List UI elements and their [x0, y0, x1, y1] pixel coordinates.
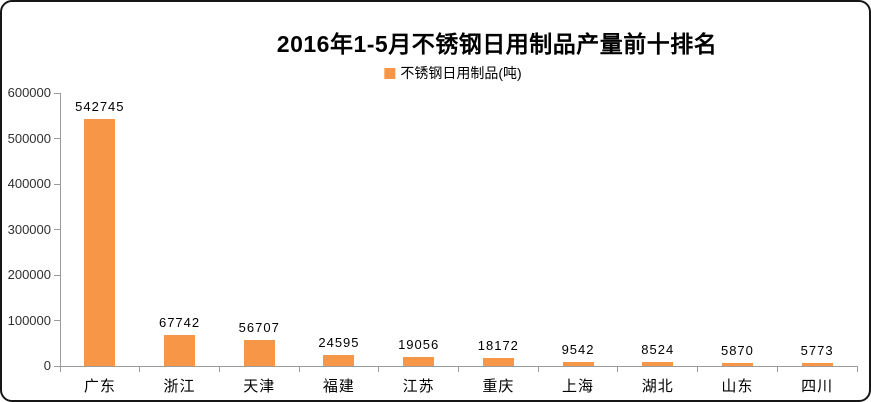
chart-title: 2016年1-5月不锈钢日用制品产量前十排名	[276, 31, 718, 57]
x-axis-tick-mark	[458, 366, 459, 372]
category-label-重庆: 重庆	[482, 378, 515, 395]
value-label-天津: 56707	[238, 320, 280, 336]
category-label-浙江: 浙江	[163, 378, 196, 395]
x-axis-tick-mark	[378, 366, 380, 372]
y-axis-tick-mark	[54, 365, 60, 367]
y-axis-tick-mark	[54, 274, 60, 276]
category-label-福建: 福建	[322, 378, 355, 395]
category-label-天津: 天津	[243, 378, 276, 395]
category-label-上海: 上海	[562, 378, 595, 395]
bar-上海	[562, 361, 594, 366]
category-label-四川: 四川	[801, 378, 834, 395]
value-label-广东: 542745	[75, 99, 125, 115]
category-label-山东: 山东	[721, 378, 754, 395]
x-axis-tick-mark	[776, 366, 778, 372]
legend-label: 不锈钢日用制品(吨)	[400, 65, 522, 81]
value-label-福建: 24595	[318, 334, 360, 350]
y-axis-tick-label: 0	[43, 358, 51, 373]
x-axis-tick-mark	[856, 366, 858, 372]
x-axis-tick-mark	[697, 366, 699, 372]
bar-湖北	[642, 362, 674, 366]
category-label-广东: 广东	[83, 378, 116, 395]
category-label-江苏: 江苏	[402, 378, 435, 395]
value-label-四川: 5773	[800, 343, 834, 359]
legend: 不锈钢日用制品(吨)	[384, 63, 522, 83]
y-axis-tick-mark	[54, 183, 60, 185]
y-axis-line	[60, 93, 61, 366]
y-axis-tick-mark	[54, 138, 60, 139]
y-axis-tick-mark	[54, 229, 60, 230]
bar-四川	[801, 363, 833, 366]
y-axis-tick-label: 600000	[7, 85, 51, 100]
x-axis-tick-mark	[617, 366, 619, 372]
value-label-山东: 5870	[720, 343, 754, 359]
y-axis-tick-mark	[54, 320, 60, 321]
value-label-湖北: 8524	[641, 342, 675, 358]
y-axis-tick-label: 200000	[7, 267, 51, 282]
bar-天津	[243, 340, 275, 366]
x-axis-tick-mark	[218, 366, 220, 372]
bar-浙江	[164, 335, 196, 366]
y-axis-tick-label: 500000	[7, 130, 51, 146]
y-axis-tick-label: 100000	[7, 312, 51, 328]
bar-山东	[721, 363, 753, 366]
x-axis-tick-mark	[537, 366, 539, 372]
value-label-重庆: 18172	[477, 337, 519, 353]
bar-重庆	[482, 357, 514, 366]
bar-福建	[323, 354, 355, 366]
x-axis-tick-mark	[59, 366, 61, 372]
legend-swatch-icon	[384, 67, 396, 79]
value-label-江苏: 19056	[398, 337, 440, 353]
category-label-湖北: 湖北	[641, 378, 674, 395]
bar-广东	[84, 119, 116, 366]
y-axis-tick-label: 300000	[7, 221, 51, 237]
bar-江苏	[403, 357, 435, 366]
value-label-上海: 9542	[561, 341, 595, 357]
value-label-浙江: 67742	[158, 315, 201, 331]
y-axis-tick-label: 400000	[7, 176, 51, 191]
x-axis-tick-mark	[139, 366, 141, 372]
x-axis-tick-mark	[298, 366, 300, 372]
y-axis-tick-mark	[54, 92, 60, 94]
